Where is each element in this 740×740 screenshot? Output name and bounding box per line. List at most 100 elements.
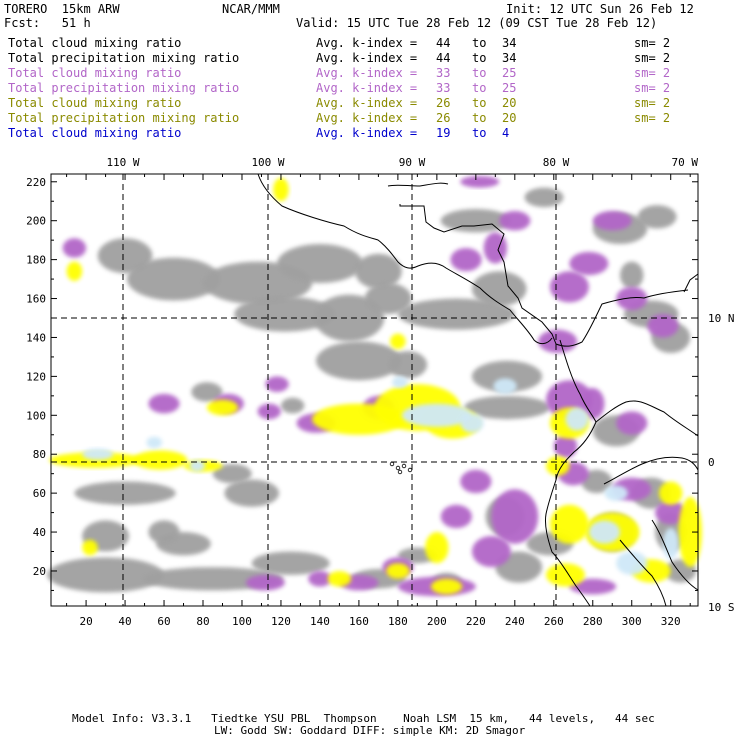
longitude-label: 110 W — [106, 156, 139, 169]
yellow-cloud-blob — [49, 452, 143, 468]
legend-kindex-to: 34 — [502, 51, 517, 65]
purple-cloud-blob — [499, 210, 531, 231]
purple-cloud-blob — [592, 210, 632, 231]
yellow-cloud-blob — [545, 563, 585, 587]
legend-kindex-to: 25 — [502, 81, 517, 95]
gray-cloud-blob — [280, 397, 305, 414]
purple-cloud-blob — [440, 504, 472, 529]
gray-cloud-blob — [316, 341, 402, 381]
legend-field-label: Total cloud mixing ratio — [8, 96, 182, 110]
coastline — [399, 204, 557, 345]
yellow-cloud-blob — [132, 450, 188, 470]
legend-kindex-to-word: to — [472, 81, 487, 95]
light-blue-cloud-blob — [662, 528, 679, 560]
gray-cloud-blob — [212, 463, 252, 484]
coastline — [683, 273, 699, 293]
y-tick-label: 200 — [26, 215, 46, 228]
x-tick-label: 220 — [466, 615, 486, 628]
yellow-cloud-blob — [425, 532, 449, 564]
island-outline — [407, 467, 413, 473]
x-tick-label: 240 — [505, 615, 525, 628]
legend-field-label: Total cloud mixing ratio — [8, 126, 182, 140]
legend-smoothing: sm= 2 — [634, 96, 671, 110]
gray-cloud-blob — [464, 395, 550, 420]
purple-cloud-blob — [655, 500, 687, 525]
purple-cloud-blob — [553, 434, 578, 459]
longitude-label: 80 W — [543, 156, 570, 169]
y-tick-label: 20 — [33, 565, 46, 578]
gray-cloud-blob — [127, 257, 221, 301]
longitude-label: 70 W — [672, 156, 699, 169]
purple-cloud-blob — [460, 175, 500, 188]
x-tick-label: 80 — [196, 615, 209, 628]
purple-cloud-blob — [569, 251, 609, 276]
legend-kindex-to-word: to — [472, 96, 487, 110]
legend-kindex-to-word: to — [472, 126, 487, 140]
y-tick-label: 40 — [33, 526, 46, 539]
gray-cloud-blob — [637, 205, 677, 229]
coastline — [387, 182, 449, 187]
axis-labels: 110 W 100 W 90 W 80 W 70 W 10 N 0 10 S 20 40 60 80 1… — [26, 156, 734, 628]
legend-kindex-from: 44 — [436, 36, 451, 50]
yellow-cloud-blob — [545, 456, 570, 476]
yellow-cloud-blob — [431, 578, 463, 595]
purple-cloud-blob — [647, 314, 679, 338]
x-tick-label: 20 — [79, 615, 92, 628]
purple-cloud-blob — [569, 578, 617, 595]
light-blue-cloud-blob — [392, 376, 408, 389]
coastline — [595, 400, 699, 437]
gray-cloud-blob — [74, 481, 176, 505]
y-tick-label: 140 — [26, 331, 46, 344]
model-name: TORERO 15km ARW — [4, 2, 120, 16]
x-tick-label: 60 — [157, 615, 170, 628]
purple-cloud-blob — [148, 393, 180, 414]
longitude-label: 90 W — [399, 156, 426, 169]
gray-cloud-blob — [47, 557, 165, 593]
purple-cloud-blob — [483, 232, 508, 264]
legend-kindex-to-word: to — [472, 36, 487, 50]
gray-cloud-blob — [471, 360, 543, 392]
light-blue-cloud-blob — [189, 460, 205, 472]
legend-kindex-label: Avg. k-index = — [316, 126, 425, 140]
gray-cloud-blob — [224, 479, 280, 507]
legend-kindex-label: Avg. k-index = — [316, 36, 425, 50]
footer-model-info: Model Info: V3.3.1 Tiedtke YSU PBL Thomp… — [72, 712, 655, 725]
map-frame — [50, 173, 699, 607]
latitude-label: 0 — [708, 456, 715, 469]
legend-kindex-to: 4 — [502, 126, 510, 140]
gray-cloud-blob — [364, 282, 412, 315]
x-tick-label: 100 — [232, 615, 252, 628]
coastline — [555, 289, 689, 347]
legend-field-label: Total precipitation mixing ratio — [8, 81, 240, 95]
purple-cloud-blob — [308, 570, 332, 587]
gray-cloud-blob — [471, 271, 527, 307]
legend-kindex-label: Avg. k-index = — [316, 81, 425, 95]
light-blue-cloud-blob — [460, 413, 484, 433]
legend-smoothing: sm= 2 — [634, 51, 671, 65]
light-blue-cloud-blob — [493, 378, 517, 394]
island-outline — [395, 465, 401, 471]
legend-kindex-from: 33 — [436, 66, 451, 80]
legend-kindex-label: Avg. k-index = — [316, 96, 425, 110]
center-name: NCAR/MMM — [222, 2, 280, 16]
gray-cloud-blob — [355, 253, 402, 289]
footer-physics: LW: Godd SW: Goddard DIFF: simple KM: 2D… — [214, 724, 526, 737]
init-time: Init: 12 UTC Sun 26 Feb 12 — [506, 2, 694, 16]
yellow-cloud-blob — [659, 481, 683, 505]
latitude-label: 10 S — [708, 601, 735, 614]
legend-field-label: Total cloud mixing ratio — [8, 66, 182, 80]
legend-kindex-to-word: to — [472, 51, 487, 65]
legend-smoothing: sm= 2 — [634, 66, 671, 80]
legend-kindex-to: 20 — [502, 96, 517, 110]
gray-cloud-blob — [440, 209, 511, 233]
island-outline — [389, 461, 395, 467]
purple-cloud-blob — [460, 469, 492, 494]
legend-kindex-from: 33 — [436, 81, 451, 95]
coastline — [603, 456, 699, 485]
purple-cloud-blob — [538, 329, 578, 354]
light-blue-cloud-blob — [565, 407, 589, 431]
y-tick-label: 100 — [26, 409, 46, 422]
legend-field-label: Total precipitation mixing ratio — [8, 111, 240, 125]
x-tick-label: 140 — [310, 615, 330, 628]
